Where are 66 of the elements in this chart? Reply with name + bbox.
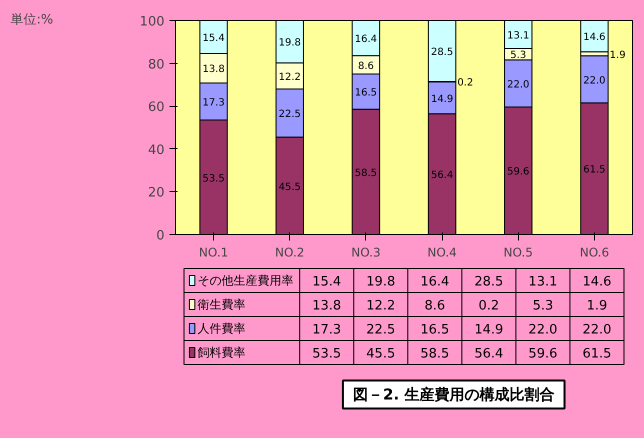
text: 16.5 [354,88,378,99]
text: 15.4 [202,32,225,44]
text: 5.3 [532,298,554,314]
text: 61.5 [583,164,606,176]
text: 12.2 [366,298,396,314]
text: 15.4 [312,274,342,290]
text: 17.3 [312,322,342,338]
text: 16.4 [354,34,378,46]
text: 0.2 [478,298,500,314]
text: 19.8 [366,274,396,290]
text: 1.9 [610,50,626,61]
text: 13.1 [507,30,530,42]
y-tick-label: 80 [148,57,165,72]
text: 13.8 [312,298,342,314]
text: 単位:% [10,12,54,28]
text: 16.4 [420,274,450,290]
y-tick-label: 20 [148,186,165,201]
legend-label: その他生産費用率 [198,274,294,288]
legend-label: 飼料費率 [198,346,246,360]
text: 45.5 [366,346,396,362]
text: 22.0 [583,75,606,86]
text: 8.6 [358,60,374,72]
text: 5.3 [510,50,526,62]
text: 59.6 [528,346,558,362]
text: 13.1 [528,274,558,290]
y-tick-label: 60 [148,100,165,116]
y-tick-label: 100 [140,14,165,30]
legend-label: 人件費率 [198,322,246,336]
text: 56.4 [430,170,454,182]
text: 14.9 [474,322,504,338]
x-tick-label: NO.5 [504,246,533,260]
text: 53.5 [202,173,225,184]
text: 図－2. 生産費用の構成比割合 [353,386,554,404]
x-tick-label: NO.1 [198,246,228,260]
text: 13.8 [202,64,225,76]
text: 22.5 [278,109,301,120]
text: 0.2 [457,78,474,89]
text: 22.5 [366,322,396,338]
y-tick-label: 0 [156,228,165,244]
x-tick-label: NO.6 [580,246,610,260]
text: 14.6 [583,32,606,44]
legend-label: 衛生費率 [198,298,246,312]
x-tick-label: NO.4 [427,246,457,260]
text: 16.5 [420,322,450,338]
text: 14.9 [430,94,454,105]
text: 53.5 [312,346,342,362]
x-tick-label: NO.2 [275,246,304,260]
text: 8.6 [424,298,446,314]
text: 58.5 [420,346,450,362]
text: 17.3 [202,98,225,108]
text: 59.6 [507,166,530,178]
text: 19.8 [278,38,301,49]
text: 22.0 [528,322,558,338]
text: 28.5 [430,46,454,58]
text: 56.4 [474,346,504,362]
text: 45.5 [278,182,301,193]
text: 12.2 [278,72,301,83]
x-tick-label: NO.3 [351,246,381,260]
text: 58.5 [354,168,378,179]
text: 14.6 [582,274,612,290]
text: 61.5 [582,346,612,362]
y-tick-label: 40 [148,142,165,158]
text: 28.5 [474,274,504,290]
text: 22.0 [582,322,612,338]
text: 1.9 [586,298,608,314]
text: 22.0 [507,79,530,90]
